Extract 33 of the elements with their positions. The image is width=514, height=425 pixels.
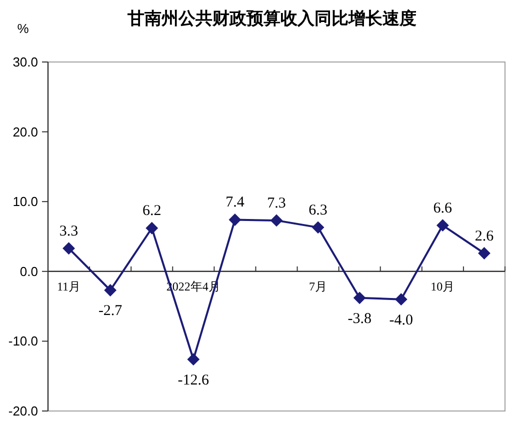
y-tick-label: 0.0 [20,264,38,279]
data-label: 2.6 [474,228,494,244]
y-tick-label: -20.0 [8,404,38,418]
point [312,221,324,234]
point [436,219,449,232]
y-tick-label: 10.0 [12,194,38,210]
data-label: -2.7 [98,303,123,320]
y-tick-label: -10.0 [8,334,38,349]
chart-title: 甘南州公共财政预算收入同比增长速度 [126,9,416,29]
point [104,284,116,296]
data-label: -3.8 [348,310,372,327]
data-label: 7.3 [267,195,286,212]
data-label: 6.3 [308,202,328,218]
point [354,292,366,304]
x-tick-label: 11月 [56,279,81,294]
data-label: 7.4 [226,194,245,211]
point [478,247,490,260]
y-axis-title: % [17,21,30,36]
point [146,222,158,234]
x-tick-label: 10月 [430,279,455,294]
point [187,353,200,366]
point [395,293,408,306]
data-label: 6.6 [433,200,453,216]
point [228,214,241,226]
point [62,242,75,254]
data-label: -4.0 [389,312,414,328]
data-label: 6.2 [142,203,162,220]
data-label: -12.6 [178,372,210,388]
data-label: 3.3 [59,223,78,240]
x-tick-label: 7月 [309,279,328,294]
y-tick-label: 30.0 [12,54,38,70]
point [270,214,282,226]
y-tick-label: 20.0 [12,124,38,140]
